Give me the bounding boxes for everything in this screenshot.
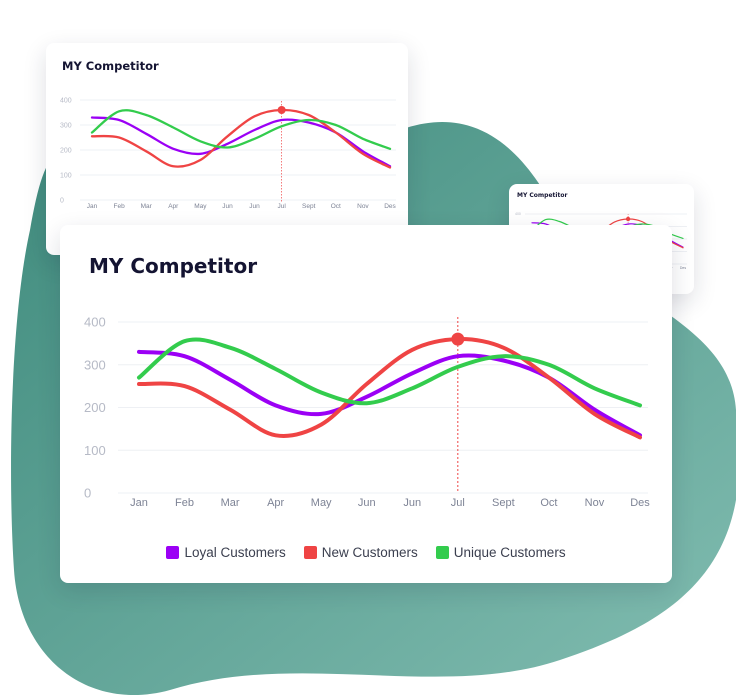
chart-card-small: MY Competitor 0 100 200 300 400 Jan Feb Mar Apr M… bbox=[46, 43, 408, 255]
series-line-new-customers bbox=[90, 108, 392, 169]
x-tick-label: Apr bbox=[168, 203, 179, 210]
legend-item: Unique Customers bbox=[435, 545, 566, 560]
chart-card-main: MY Competitor 0 100 200 300 400 Jan Feb Mar Apr M… bbox=[60, 225, 672, 583]
x-tick-label: Sept bbox=[302, 203, 316, 210]
chart-title: MY Competitor bbox=[62, 59, 159, 73]
x-tick-label: Jun bbox=[222, 203, 233, 210]
x-tick-label: Nov bbox=[357, 203, 369, 210]
y-tick-label: 100 bbox=[60, 172, 72, 179]
chart-title: MY Competitor bbox=[89, 254, 258, 278]
x-tick-label: Jun bbox=[403, 497, 421, 509]
y-tick-label: 400 bbox=[60, 97, 72, 104]
x-tick-label: Jun bbox=[358, 497, 376, 509]
highlight-point bbox=[625, 216, 631, 222]
y-tick-label: 400 bbox=[515, 212, 521, 216]
x-tick-label: Mar bbox=[141, 203, 153, 210]
y-tick-label: 200 bbox=[84, 400, 106, 415]
y-tick-label: 300 bbox=[60, 122, 72, 129]
x-tick-label: Oct bbox=[540, 497, 557, 509]
x-tick-label: Apr bbox=[267, 497, 284, 509]
legend-label: Loyal Customers bbox=[184, 545, 286, 560]
legend-label: Unique Customers bbox=[453, 545, 566, 560]
y-tick-label: 300 bbox=[84, 357, 106, 372]
x-tick-label: Mar bbox=[221, 497, 240, 509]
y-tick-label: 0 bbox=[60, 197, 64, 204]
y-tick-label: 200 bbox=[60, 147, 72, 154]
x-tick-label: Feb bbox=[113, 203, 125, 210]
x-tick-label: Jun bbox=[249, 203, 260, 210]
legend-item: New Customers bbox=[303, 545, 418, 560]
x-tick-label: Jul bbox=[277, 203, 286, 210]
x-tick-label: May bbox=[311, 497, 332, 509]
x-tick-label: Des bbox=[680, 266, 686, 270]
x-tick-label: Nov bbox=[585, 497, 605, 509]
legend-swatch bbox=[303, 546, 317, 559]
legend-swatch bbox=[435, 546, 449, 559]
highlight-point bbox=[451, 332, 465, 346]
y-tick-label: 400 bbox=[84, 315, 106, 330]
x-tick-label: Jan bbox=[87, 203, 98, 210]
line-chart-main: 0 100 200 300 400 Jan Feb Mar Apr May Jun Jun Jul Sep… bbox=[84, 315, 650, 509]
x-tick-label: Sept bbox=[492, 497, 515, 509]
x-tick-label: Oct bbox=[331, 203, 341, 210]
series-line-new-customers bbox=[137, 337, 642, 440]
series-line-unique-customers bbox=[90, 109, 392, 150]
legend-swatch bbox=[166, 546, 180, 559]
x-tick-label: Feb bbox=[175, 497, 194, 509]
x-tick-label: Des bbox=[630, 497, 650, 509]
line-chart-small: 0 100 200 300 400 Jan Feb Mar Apr May Jun Jun Jul Sep… bbox=[60, 97, 397, 210]
x-tick-label: Jan bbox=[130, 497, 148, 509]
chart-legend: Loyal Customers New Customers Unique Custo… bbox=[60, 545, 672, 560]
chart-title: MY Competitor bbox=[517, 192, 568, 199]
y-tick-label: 0 bbox=[84, 486, 91, 501]
x-tick-label: Jul bbox=[451, 497, 465, 509]
legend-label: New Customers bbox=[321, 545, 418, 560]
x-tick-label: Des bbox=[384, 203, 396, 210]
x-tick-label: May bbox=[194, 203, 207, 210]
y-tick-label: 100 bbox=[84, 443, 106, 458]
highlight-point bbox=[277, 106, 286, 114]
series-line-unique-customers bbox=[137, 337, 642, 408]
legend-item: Loyal Customers bbox=[166, 545, 286, 560]
